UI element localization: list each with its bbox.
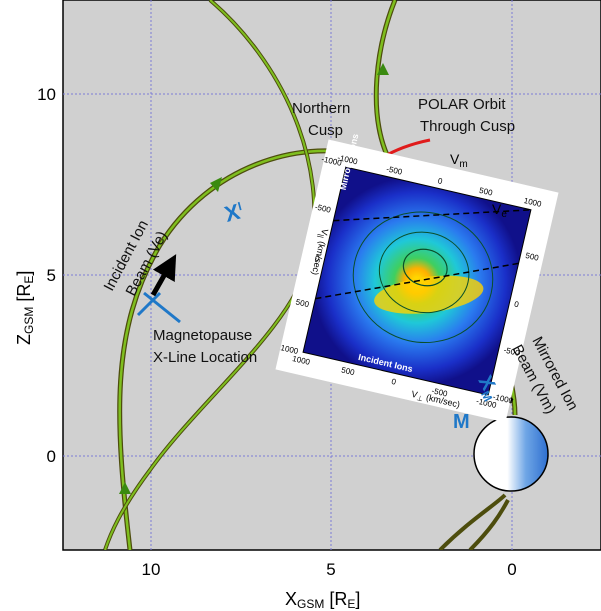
xi-label-main: X <box>222 199 243 227</box>
y-axis-label-unit: [R <box>14 284 34 307</box>
inset-frame <box>302 166 532 396</box>
inset-tick-bottom: 500 <box>340 365 356 377</box>
x-axis-label-close: ] <box>355 589 360 609</box>
earth-icon <box>473 416 549 492</box>
northern-cusp-label-1: Northern <box>292 100 350 117</box>
ve-label: Ve <box>492 201 507 220</box>
inset-vperp-sub: ⊥ <box>416 395 424 403</box>
northern-cusp-label-2: Cusp <box>308 122 343 139</box>
polar-orbit-label-2: Through Cusp <box>420 118 515 135</box>
xi-label: XI <box>222 198 246 227</box>
field-line-loop <box>104 0 316 550</box>
ion-spectrum-inset: Mirrored Ions Incident Ions -1000 -500 0… <box>275 133 559 423</box>
xi-marker-tail <box>143 291 181 324</box>
polar-orbit-label-1: POLAR Orbit <box>418 96 506 113</box>
xi-marker-slash <box>136 291 162 317</box>
y-axis-label-main: Z <box>14 334 34 345</box>
inset-hot-band <box>374 275 484 314</box>
inset-tick-right: 500 <box>525 251 541 263</box>
inset-tick-bottom: 1000 <box>291 354 311 367</box>
inset-vperp-main: V <box>410 389 418 400</box>
inset-tick-bottom: 0 <box>391 377 398 387</box>
x-tick-5: 5 <box>326 560 335 579</box>
inset-tick-left: 500 <box>295 297 311 309</box>
field-arrow-top <box>210 177 222 192</box>
vm-label-main: V <box>450 151 460 167</box>
x-axis-label-main: X <box>285 589 297 609</box>
y-tick-5: 5 <box>47 266 56 285</box>
y-tick-10: 10 <box>37 85 56 104</box>
inset-tick-left: -500 <box>314 202 332 214</box>
vm-label: Vm <box>450 151 468 170</box>
field-arrow-high <box>377 63 389 75</box>
inset-tick-left: 1000 <box>280 343 300 356</box>
x-tick-10: 10 <box>142 560 161 579</box>
inset-tick-top: 500 <box>478 186 494 198</box>
y-axis-label-close: ] <box>14 271 34 276</box>
y-axis-label: ZGSM [RE] <box>14 271 36 345</box>
inset-tick-bottom: -500 <box>431 386 449 398</box>
incident-beam-arrow <box>150 254 177 297</box>
x-axis-label-sub: GSM <box>297 597 324 611</box>
inset-contour-1 <box>402 248 448 287</box>
ve-label-main: V <box>492 201 502 217</box>
inset-ve-line <box>315 262 519 300</box>
inset-contour-3 <box>352 211 494 344</box>
y-axis-label-sub: GSM <box>22 307 36 334</box>
m-label: M <box>453 411 470 433</box>
y-tick-0: 0 <box>47 447 56 466</box>
field-arrow-low <box>119 482 131 494</box>
inset-vm-line <box>333 209 531 222</box>
inset-ticks-left: -1000 -500 0 500 1000 <box>280 155 343 357</box>
axis-ticks: 10 5 0 10 5 0 <box>37 85 517 579</box>
xi-label-sub: I <box>236 199 243 213</box>
inset-tick-top: 1000 <box>523 196 543 209</box>
inset-tick-left: 0 <box>314 254 321 264</box>
inset-vpar-main: V <box>319 228 330 236</box>
inset-tick-right: 0 <box>513 300 520 310</box>
x-tick-0: 0 <box>507 560 516 579</box>
x-axis-label: XGSM [RE] <box>285 589 360 611</box>
inset-tick-top: -500 <box>385 164 403 176</box>
field-line-low-2 <box>468 499 510 550</box>
inset-tick-right: -500 <box>503 345 521 357</box>
field-arrows <box>119 63 389 494</box>
magnetopause-label-1: Magnetopause <box>153 327 252 344</box>
y-axis-label-unit-sub: E <box>22 276 36 284</box>
vm-label-sub: m <box>459 159 467 170</box>
inset-tick-top: 0 <box>437 176 444 186</box>
field-line-low-1 <box>438 493 507 550</box>
inset-contour-2 <box>378 231 470 314</box>
ve-label-sub: e <box>501 209 507 220</box>
inset-vpar-sub: || <box>316 233 324 238</box>
x-axis-label-unit-sub: E <box>347 597 355 611</box>
magnetopause-label-2: X-Line Location <box>153 349 257 366</box>
x-axis-label-unit: [R <box>324 589 347 609</box>
